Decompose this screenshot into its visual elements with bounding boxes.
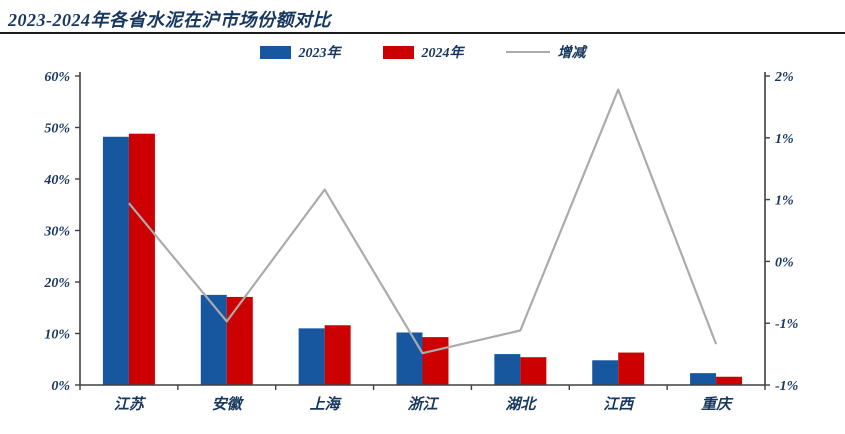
bar-2024年-重庆 — [716, 376, 743, 385]
category-label-上海: 上海 — [310, 396, 343, 413]
left-tick-label: 0% — [51, 379, 70, 394]
category-label-浙江: 浙江 — [407, 396, 439, 413]
category-label-安徽: 安徽 — [212, 396, 245, 413]
right-tick-label: -1% — [775, 317, 798, 332]
bar-2023年-上海 — [298, 328, 325, 385]
bar-2023年-浙江 — [396, 332, 423, 385]
legend-item-1: 2023年 — [259, 42, 341, 62]
legend-item-3: 增减 — [505, 42, 586, 62]
bar-2024年-江西 — [618, 352, 645, 385]
category-label-湖北: 湖北 — [505, 396, 537, 413]
legend-bar-swatch — [259, 45, 291, 59]
right-tick-label: -1% — [775, 379, 798, 394]
right-tick-label: 0% — [775, 255, 794, 270]
left-tick-label: 40% — [43, 173, 70, 188]
chart-canvas: 60% 50% 40% 30% 20% 10% 0% 2% 1% 1% 0% -1% -1% 江苏 安徽 上海… — [43, 70, 798, 413]
left-tick-label: 60% — [44, 70, 70, 85]
bar-2024年-上海 — [324, 325, 351, 385]
legend: 2023年 2024年 增减 — [0, 42, 845, 62]
category-label-重庆: 重庆 — [701, 396, 734, 413]
chart-title: 2023-2024年各省水泥在沪市场份额对比 — [8, 10, 331, 30]
legend-bar-swatch — [382, 45, 414, 59]
bar-2024年-浙江 — [422, 337, 449, 385]
left-tick-label: 50% — [44, 122, 70, 137]
chart-area: 60% 50% 40% 30% 20% 10% 0% 2% 1% 1% 0% -1% -1% 江苏 安徽 上海… — [0, 64, 845, 434]
bar-2024年-安徽 — [226, 296, 253, 385]
bar-2023年-湖北 — [494, 354, 521, 385]
legend-item-2: 2024年 — [382, 42, 464, 62]
bar-2023年-安徽 — [200, 294, 227, 385]
category-label-江西: 江西 — [603, 396, 636, 413]
right-tick-label: 1% — [775, 132, 794, 147]
legend-label: 2024年 — [421, 46, 464, 61]
legend-label: 2023年 — [298, 46, 341, 61]
bar-2023年-江西 — [592, 360, 619, 385]
change-line — [128, 88, 718, 355]
legend-line-swatch — [505, 51, 550, 53]
right-tick-label: 1% — [775, 194, 794, 209]
left-tick-label: 30% — [43, 225, 70, 240]
left-tick-label: 20% — [43, 276, 70, 291]
left-tick-label: 10% — [44, 328, 70, 343]
title-rule — [0, 32, 845, 34]
category-label-江苏: 江苏 — [114, 396, 147, 413]
right-tick-label: 2% — [774, 70, 794, 85]
bar-2023年-重庆 — [690, 373, 717, 385]
bar-2023年-江苏 — [102, 136, 129, 385]
legend-label: 增减 — [557, 46, 586, 61]
bar-2024年-江苏 — [128, 133, 155, 385]
bar-2024年-湖北 — [520, 357, 547, 385]
